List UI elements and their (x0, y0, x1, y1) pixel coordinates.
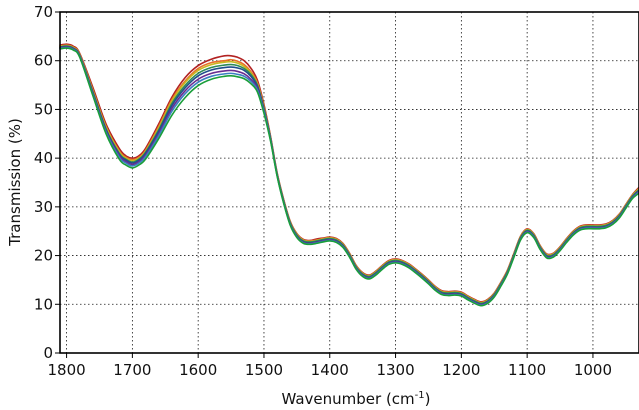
y-tick-label: 50 (34, 100, 53, 118)
spectrum-series-7 (59, 46, 639, 307)
y-tick-label: 70 (34, 3, 53, 21)
plot-frame (59, 11, 639, 354)
x-tick-label: 1400 (311, 361, 349, 379)
spectrum-series-8 (59, 47, 639, 307)
x-tick-label: 1100 (508, 361, 546, 379)
x-axis-title-suffix: ) (425, 390, 431, 408)
grid-lines (60, 12, 639, 353)
x-axis-title-main: Wavenumber (cm (281, 390, 414, 408)
y-tick-label: 30 (34, 198, 53, 216)
x-tick-labels: 1800 1700 1600 1500 1400 1300 1200 1100 1000 (47, 361, 612, 379)
x-tick-label: 1800 (47, 361, 85, 379)
spectrum-series-6 (59, 46, 639, 306)
x-tick-label: 1600 (179, 361, 217, 379)
x-tick-label: 1500 (245, 361, 283, 379)
x-tick-label: 1700 (113, 361, 151, 379)
spectrum-series-3 (59, 44, 639, 304)
spectrum-series-2 (59, 44, 639, 304)
axis-ticks (55, 11, 594, 358)
x-axis-title-superscript: -1 (415, 390, 425, 401)
y-tick-label: 10 (34, 295, 53, 313)
spectrum-series-4 (59, 45, 639, 305)
y-tick-label: 60 (34, 52, 53, 70)
x-tick-label: 1300 (376, 361, 414, 379)
x-tick-label: 1000 (574, 361, 612, 379)
spectrum-series-5 (59, 45, 639, 306)
spectrum-series-1 (59, 43, 639, 303)
series-lines (59, 43, 639, 307)
x-axis-title: Wavenumber (cm-1) (281, 390, 430, 408)
y-tick-label: 20 (34, 247, 53, 265)
x-tick-label: 1200 (442, 361, 480, 379)
y-axis-title: Transmission (%) (6, 118, 24, 247)
y-tick-label: 40 (34, 149, 53, 167)
y-tick-label: 0 (43, 344, 53, 362)
y-tick-labels: 0 10 20 30 40 50 60 70 (34, 3, 53, 362)
